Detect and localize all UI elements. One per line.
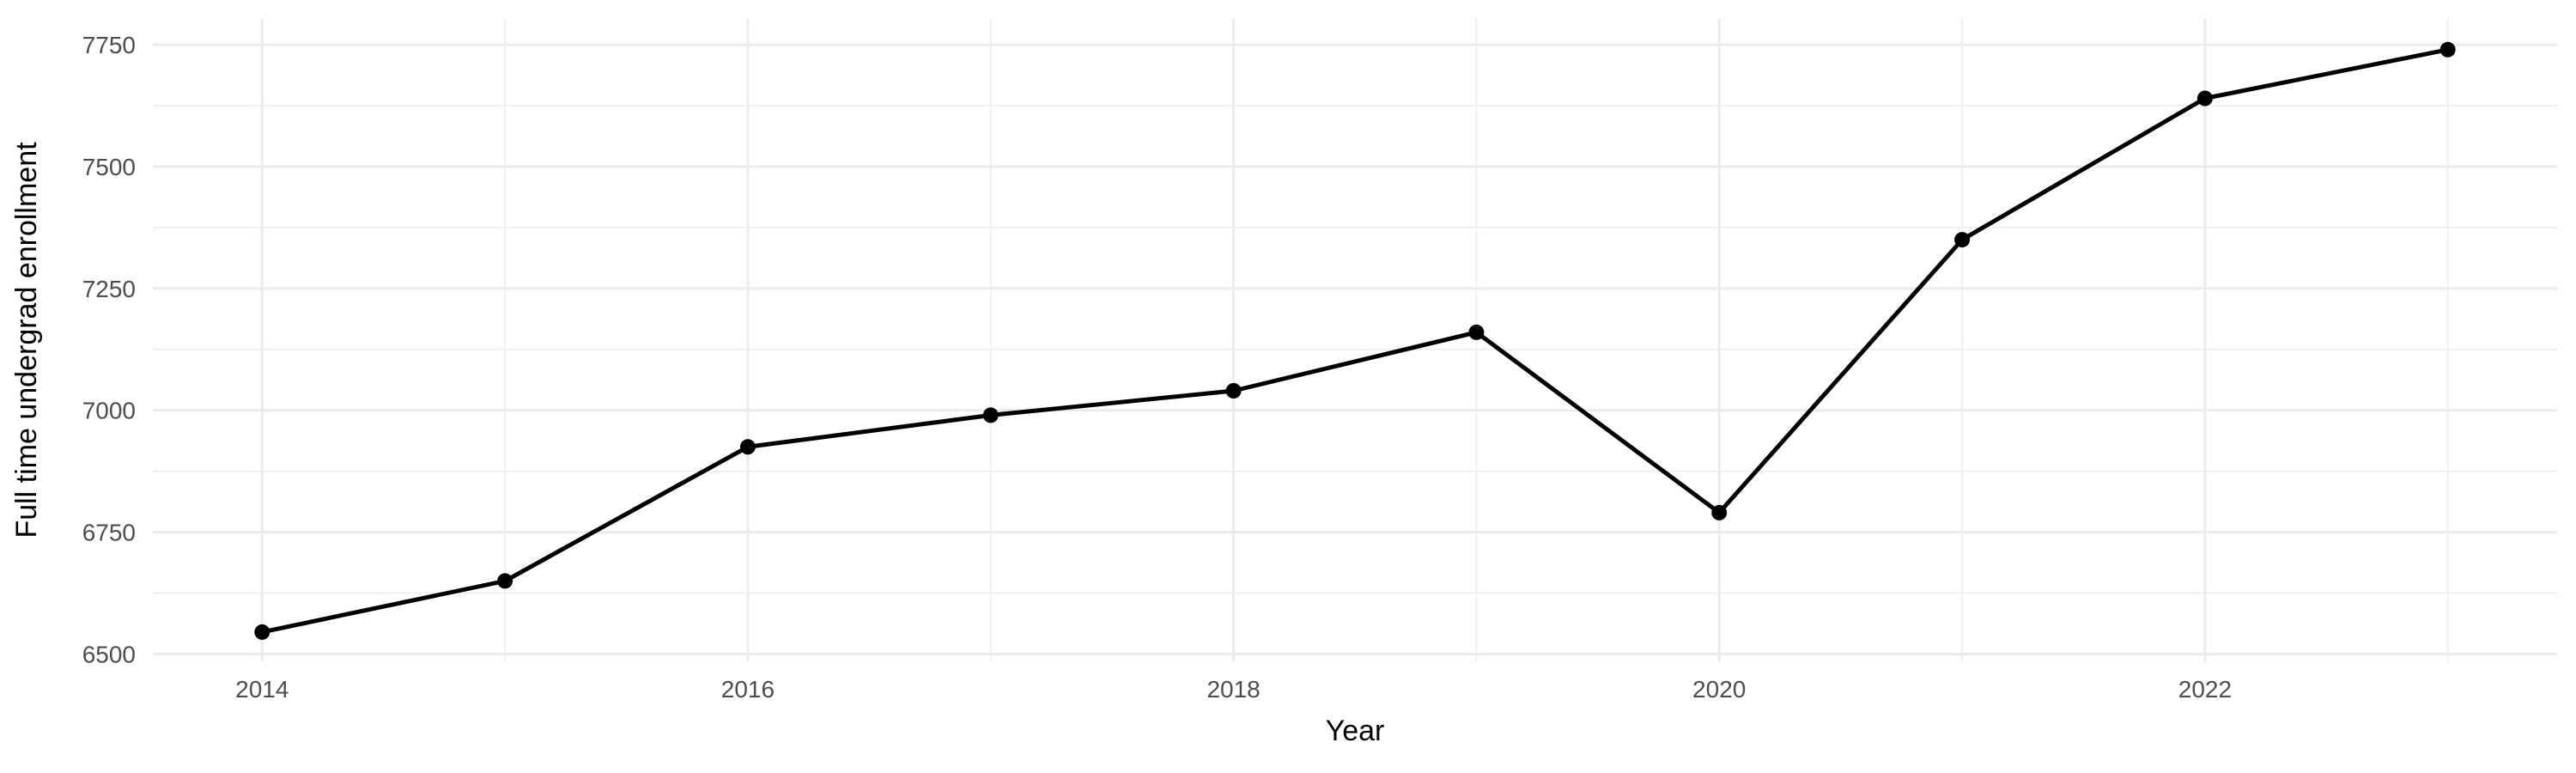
x-axis-title: Year — [1326, 715, 1385, 747]
x-tick-label: 2022 — [2178, 676, 2232, 703]
data-point-2023 — [2439, 41, 2456, 58]
data-series-line — [261, 47, 2449, 635]
x-tick-label: 2016 — [721, 676, 775, 703]
data-point-2022 — [2196, 90, 2213, 107]
data-point-2019 — [1468, 324, 1485, 340]
y-axis-title: Full time undergrad enrollment — [10, 142, 43, 539]
x-tick-label: 2014 — [235, 676, 289, 703]
data-point-2014 — [254, 624, 270, 640]
data-points — [254, 41, 2456, 640]
gridlines-major — [153, 19, 2557, 661]
x-tick-label: 2020 — [1692, 676, 1746, 703]
x-axis-tick-labels: 2014 2016 2018 2020 2022 — [235, 676, 2232, 703]
data-point-2020 — [1711, 504, 1728, 520]
data-point-2017 — [982, 407, 999, 423]
data-point-2015 — [497, 573, 513, 589]
data-point-2016 — [739, 439, 756, 455]
y-tick-label: 7500 — [82, 154, 136, 180]
gridlines-minor — [153, 19, 2557, 661]
data-point-2021 — [1954, 232, 1971, 248]
enrollment-trend-line — [261, 47, 2449, 635]
y-axis-tick-labels: 6500 6750 7000 7250 7500 7750 — [82, 32, 136, 667]
y-tick-label: 7000 — [82, 398, 136, 424]
data-point-2018 — [1225, 383, 1242, 399]
y-tick-label: 6750 — [82, 520, 136, 546]
y-tick-label: 7250 — [82, 276, 136, 302]
y-tick-label: 6500 — [82, 641, 136, 667]
y-tick-label: 7750 — [82, 32, 136, 58]
x-tick-label: 2018 — [1206, 676, 1260, 703]
